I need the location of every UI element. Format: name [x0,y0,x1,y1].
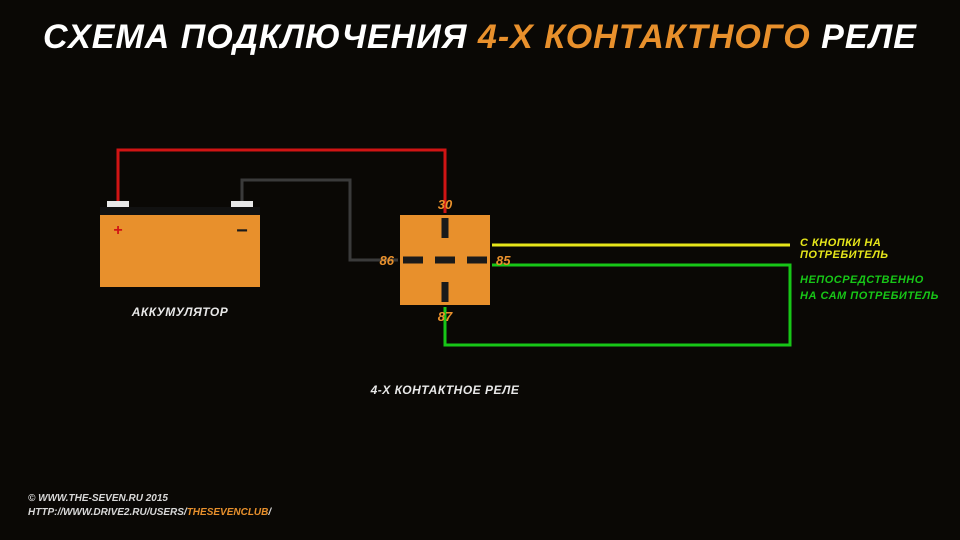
footer-credits: © WWW.THE-SEVEN.RU 2015 HTTP://WWW.DRIVE… [28,492,271,520]
wiring-diagram: + − 30 86 85 87 [0,0,960,540]
relay-label: 4-Х КОНТАКТНОЕ РЕЛЕ [355,383,535,397]
pin-number-30: 30 [438,197,453,212]
battery-plus-icon: + [113,222,122,239]
label-to-consumer-line1: НЕПОСРЕДСТВЕННО [800,274,924,286]
label-to-consumer-line2: НА САМ ПОТРЕБИТЕЛЬ [800,290,939,302]
battery-top [100,207,260,215]
footer-url-suffix: / [268,507,271,518]
footer-url-prefix: HTTP://WWW.DRIVE2.RU/USERS/ [28,507,187,518]
relay: 30 86 85 87 [380,197,512,324]
battery-label: АККУМУЛЯТОР [120,305,240,319]
footer-link[interactable]: THESEVENCLUB [187,507,269,518]
footer-line2: HTTP://WWW.DRIVE2.RU/USERS/THESEVENCLUB/ [28,506,271,520]
pin-number-85: 85 [496,253,511,268]
wire-black [242,180,398,260]
pin-number-86: 86 [380,253,395,268]
battery-terminal-minus [231,201,253,207]
battery-terminal-plus [107,201,129,207]
pin-number-87: 87 [438,309,453,324]
battery-minus-icon: − [236,220,248,242]
wire-green [445,265,790,345]
label-to-switch: С КНОПКИ НА ПОТРЕБИТЕЛЬ [800,237,960,261]
footer-line1: © WWW.THE-SEVEN.RU 2015 [28,492,271,506]
battery: + − [100,201,260,287]
